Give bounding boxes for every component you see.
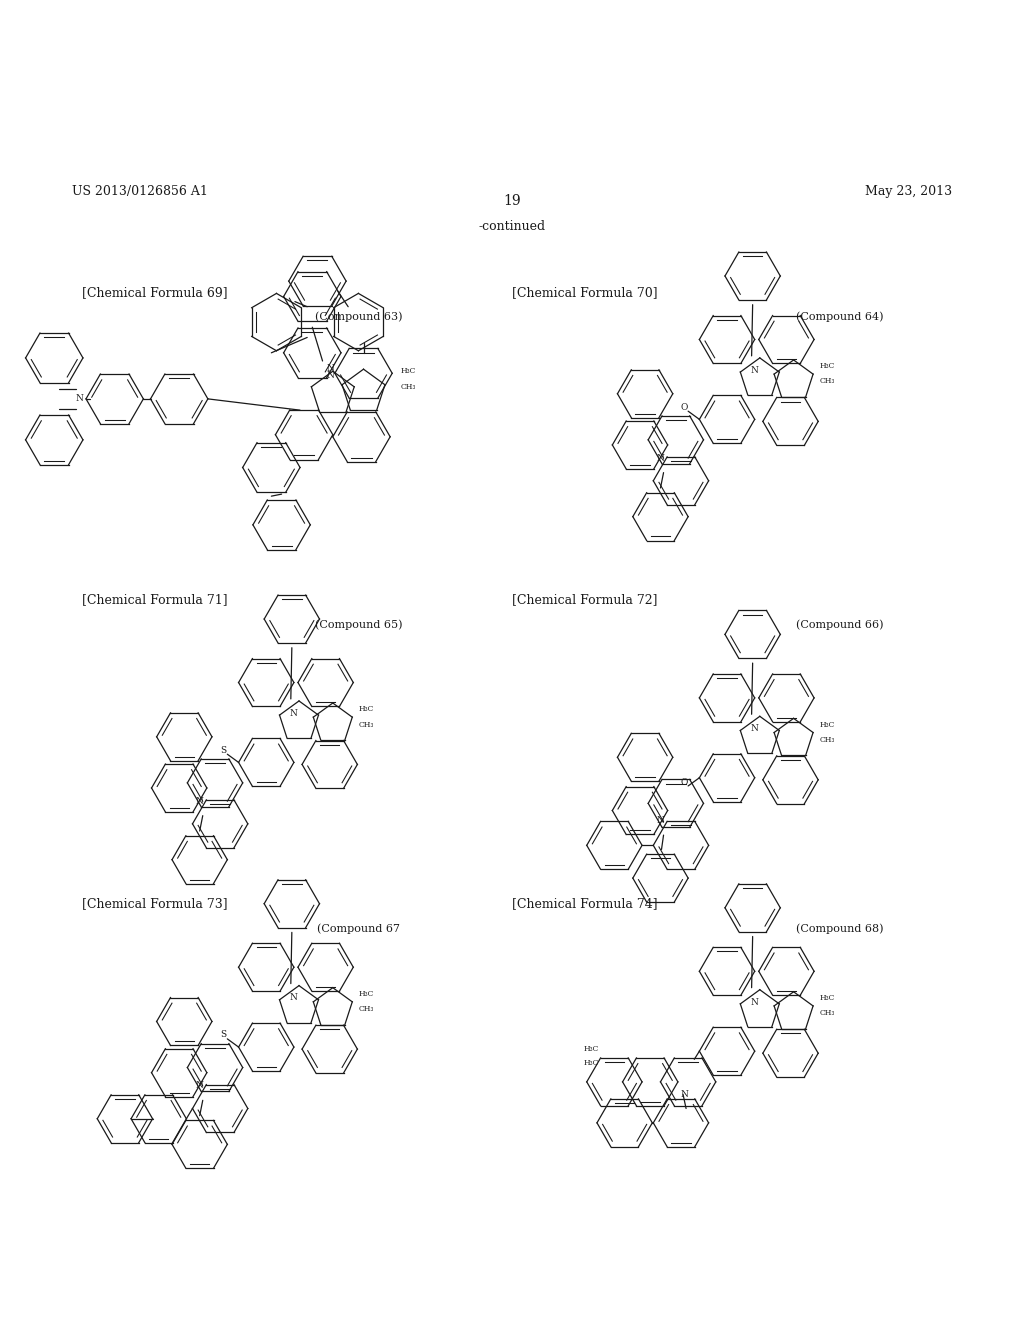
Text: N: N: [656, 454, 665, 463]
Text: CH₃: CH₃: [400, 383, 416, 391]
Text: CH₃: CH₃: [819, 1010, 835, 1018]
Text: [Chemical Formula 73]: [Chemical Formula 73]: [82, 898, 227, 911]
Text: (Compound 65): (Compound 65): [314, 619, 402, 630]
Text: (Compound 68): (Compound 68): [796, 923, 884, 933]
Text: N: N: [751, 998, 759, 1007]
Text: [Chemical Formula 69]: [Chemical Formula 69]: [82, 286, 227, 300]
Text: (Compound 67: (Compound 67: [316, 923, 400, 933]
Text: H₃C: H₃C: [584, 1045, 599, 1053]
Text: O: O: [680, 403, 688, 412]
Text: [Chemical Formula 71]: [Chemical Formula 71]: [82, 594, 227, 606]
Text: H₃C: H₃C: [819, 994, 835, 1002]
Text: CH₃: CH₃: [358, 721, 374, 729]
Text: H₃C: H₃C: [584, 1060, 599, 1068]
Text: H₃C: H₃C: [358, 990, 374, 998]
Text: O: O: [680, 779, 688, 787]
Text: CH₃: CH₃: [358, 1006, 374, 1014]
Text: 19: 19: [503, 194, 521, 209]
Text: [Chemical Formula 70]: [Chemical Formula 70]: [512, 286, 657, 300]
Text: N: N: [751, 725, 759, 733]
Text: S: S: [220, 746, 226, 755]
Text: S: S: [220, 1031, 226, 1039]
Text: CH₃: CH₃: [819, 735, 835, 744]
Text: -continued: -continued: [478, 219, 546, 232]
Text: H₃C: H₃C: [819, 362, 835, 370]
Text: (Compound 64): (Compound 64): [796, 312, 884, 322]
Text: N: N: [327, 371, 335, 380]
Text: N: N: [196, 797, 204, 805]
Text: H₃C: H₃C: [358, 705, 374, 713]
Text: N: N: [196, 1081, 204, 1090]
Text: [Chemical Formula 74]: [Chemical Formula 74]: [512, 898, 657, 911]
Text: N: N: [656, 816, 665, 825]
Text: H₃C: H₃C: [400, 367, 416, 375]
Text: H₃C: H₃C: [819, 721, 835, 729]
Text: N: N: [751, 366, 759, 375]
Text: N: N: [290, 994, 298, 1002]
Text: N: N: [76, 395, 84, 404]
Text: (Compound 66): (Compound 66): [796, 619, 884, 630]
Text: [Chemical Formula 72]: [Chemical Formula 72]: [512, 594, 657, 606]
Text: N: N: [290, 709, 298, 718]
Text: CH₃: CH₃: [819, 378, 835, 385]
Text: US 2013/0126856 A1: US 2013/0126856 A1: [72, 185, 208, 198]
Text: N: N: [327, 363, 335, 372]
Text: N: N: [680, 1090, 688, 1098]
Text: May 23, 2013: May 23, 2013: [865, 185, 952, 198]
Text: (Compound 63): (Compound 63): [314, 312, 402, 322]
